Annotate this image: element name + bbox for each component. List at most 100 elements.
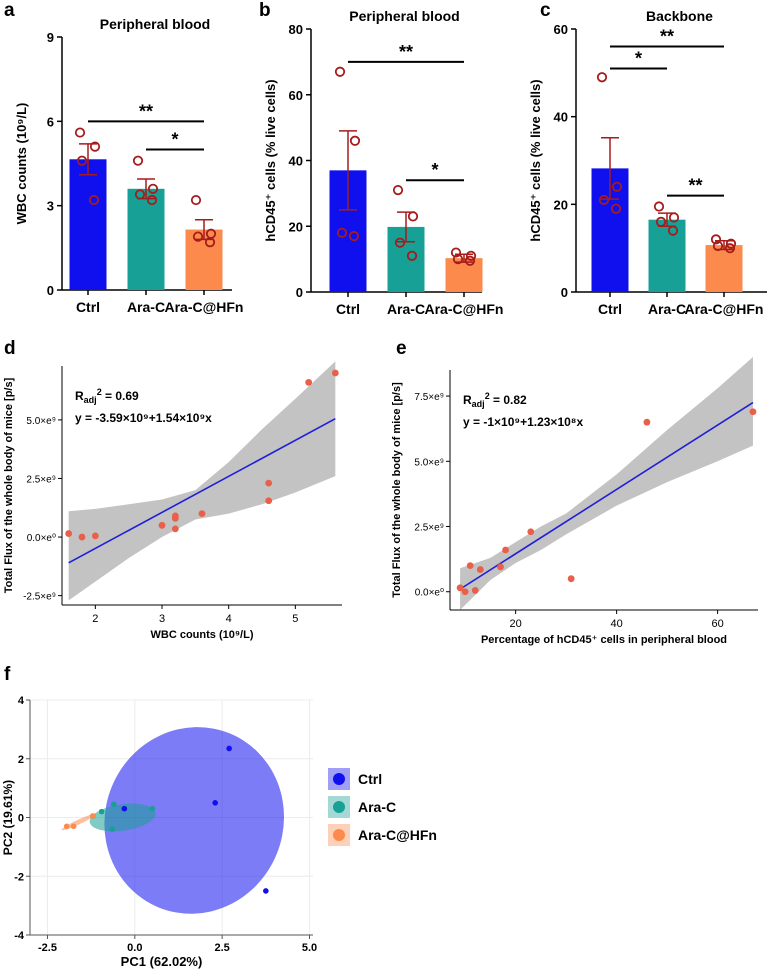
x-tick-label-f: 0.0 <box>127 942 142 954</box>
data-point-c-0 <box>611 181 623 192</box>
data-point-b-2 <box>465 250 477 261</box>
y-axis-label-b: hCD45⁺ cells (% live cells) <box>263 79 278 241</box>
legend-label-arac_hfn: Ara-C@HFn <box>358 827 437 843</box>
data-point-ctrl <box>121 805 128 812</box>
data-point-c-2 <box>712 240 724 252</box>
x-tick-label-c: Ctrl <box>598 301 622 317</box>
data-point-b-2 <box>450 247 462 258</box>
data-point-b-2 <box>452 254 464 265</box>
data-point-b-1 <box>407 211 419 222</box>
significance-label-c: ** <box>660 27 674 47</box>
y-tick-label-f: -2 <box>14 871 24 883</box>
data-point-e <box>567 575 575 583</box>
y-tick-label-d: 0.0×e⁰ <box>27 533 56 544</box>
y-tick-label-e: 5.0×e⁹ <box>414 457 444 468</box>
panel-label-c: c <box>540 0 551 21</box>
data-point-arac_hfn <box>90 813 96 819</box>
y-tick-label-b: 0 <box>296 285 303 300</box>
data-point-d <box>78 533 86 541</box>
y-tick-label-e: 2.5×e⁹ <box>414 523 444 534</box>
data-point-e <box>527 528 535 536</box>
panel-label-f: f <box>4 664 11 685</box>
y-axis-label-c: hCD45⁺ cells (% live cells) <box>528 79 543 241</box>
y-tick-label-a: 6 <box>47 114 54 129</box>
data-point-e <box>471 587 479 594</box>
x-tick-label-b: Ara-C <box>387 301 425 317</box>
data-point-a-2 <box>192 231 204 242</box>
data-point-d <box>331 369 339 377</box>
x-tick-label-f: 2.5 <box>215 942 230 954</box>
y-tick-label-a: 3 <box>47 199 54 214</box>
data-point-a-1 <box>146 194 158 206</box>
significance-label-b: * <box>431 160 438 180</box>
y-tick-label-c: 40 <box>554 110 568 125</box>
y-tick-label-d: 5.0×e⁹ <box>26 416 56 427</box>
x-tick-label-f: 5.0 <box>302 942 317 954</box>
y-tick-label-d: 2.5×e⁹ <box>26 474 56 485</box>
x-tick-label-b: Ctrl <box>336 301 360 317</box>
data-point-c-0 <box>598 194 610 206</box>
y-tick-label-a: 9 <box>47 30 54 45</box>
y-tick-label-b: 20 <box>289 219 303 234</box>
y-tick-label-a: 0 <box>47 283 54 298</box>
significance-label-c: ** <box>688 176 702 196</box>
x-tick-label-a: Ara-C@HFn <box>165 299 244 315</box>
data-point-e <box>476 566 484 573</box>
data-point-ctrl <box>212 800 218 806</box>
legend-marker-arac <box>333 801 345 813</box>
significance-label-a: * <box>171 129 178 149</box>
data-point-a-2 <box>190 194 202 206</box>
significance-label-b: ** <box>399 42 413 62</box>
legend-marker-ctrl <box>333 773 345 785</box>
x-tick-label-f: -2.5 <box>38 942 57 954</box>
data-point-e <box>497 563 504 571</box>
x-tick-label-d: 4 <box>226 613 232 625</box>
data-point-b-0 <box>348 231 360 242</box>
legend-marker-arac_hfn <box>333 829 345 841</box>
data-point-arac <box>149 805 156 812</box>
data-point-b-1 <box>406 250 418 261</box>
data-point-d <box>265 497 273 505</box>
data-point-c-2 <box>724 243 736 254</box>
data-point-b-0 <box>336 227 348 238</box>
x-tick-label-a: Ctrl <box>76 299 100 315</box>
data-point-d <box>265 479 273 487</box>
chart-title-a: Peripheral blood <box>100 16 210 32</box>
data-point-a-0 <box>89 141 101 152</box>
data-point-a-0 <box>76 155 88 166</box>
data-point-arac_hfn <box>63 823 70 830</box>
data-point-a-1 <box>147 183 159 194</box>
confidence-ellipse-ctrl <box>104 727 285 914</box>
panel-label-b: b <box>259 0 271 21</box>
data-point-ctrl <box>263 888 269 894</box>
data-point-e <box>461 588 469 596</box>
confidence-band-e <box>460 356 753 610</box>
y-axis-label-a: WBC counts (10⁹/L) <box>14 103 29 225</box>
panel-label-e: e <box>396 338 407 359</box>
data-point-d <box>198 510 206 518</box>
x-tick-label-a: Ara-C <box>127 299 165 315</box>
data-point-c-2 <box>725 238 737 249</box>
data-point-b-1 <box>394 237 406 248</box>
data-point-b-0 <box>334 66 346 77</box>
data-point-arac <box>109 826 115 833</box>
y-tick-label-f: 2 <box>18 754 24 766</box>
confidence-ellipse-arac <box>89 803 156 832</box>
data-point-e <box>643 418 651 426</box>
data-point-b-1 <box>392 184 404 196</box>
x-axis-label-f: PC1 (62.02%) <box>121 954 203 969</box>
data-point-a-0 <box>88 194 100 206</box>
data-point-a-0 <box>74 127 86 138</box>
data-point-d <box>171 525 179 533</box>
bar-a-0 <box>69 159 107 290</box>
data-point-c-1 <box>668 212 680 223</box>
data-point-a-1 <box>132 155 144 166</box>
panel-label-d: d <box>4 338 16 359</box>
x-tick-label-d: 2 <box>92 613 98 625</box>
x-tick-label-d: 5 <box>292 613 298 625</box>
x-axis-label-e: Percentage of hCD45⁺ cells in peripheral… <box>481 634 727 646</box>
y-tick-label-c: 0 <box>561 285 568 300</box>
y-tick-label-b: 40 <box>289 154 303 169</box>
stat-equation-d: y = -3.59×10⁹+1.54×10⁹x <box>75 411 212 425</box>
